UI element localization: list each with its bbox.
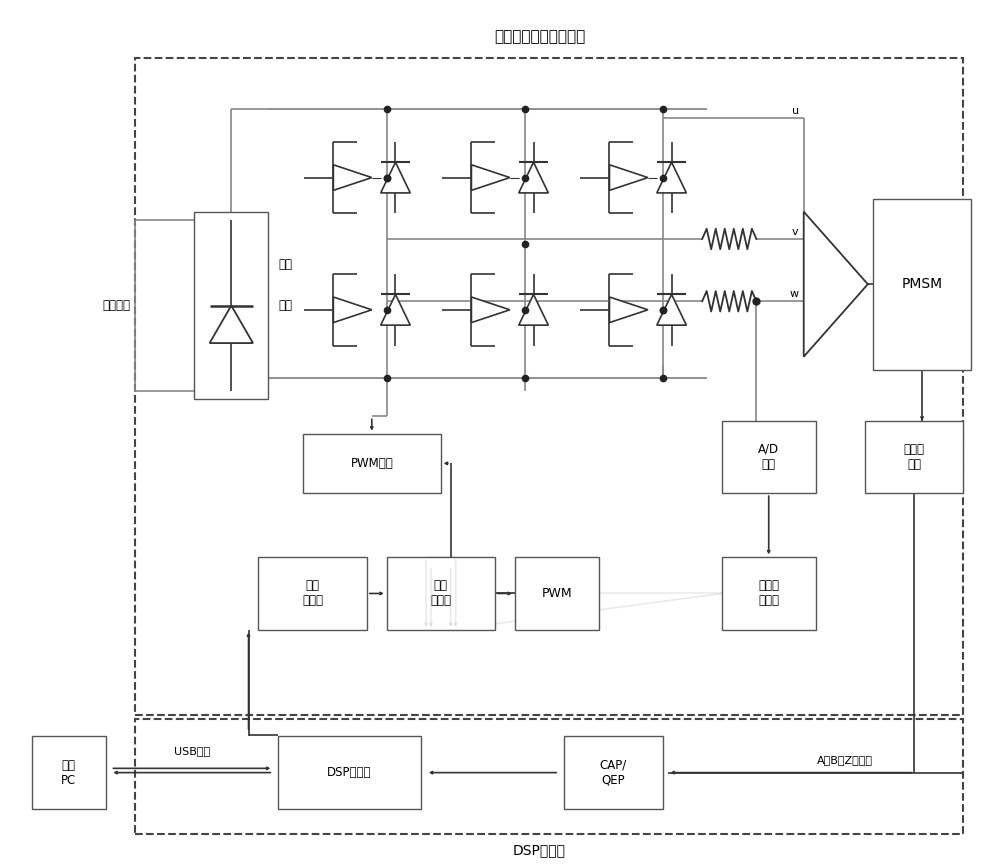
FancyBboxPatch shape <box>32 736 106 809</box>
Text: 电流
控制器: 电流 控制器 <box>430 579 451 608</box>
FancyBboxPatch shape <box>873 199 971 369</box>
Text: PMSM: PMSM <box>901 277 943 291</box>
Text: USB接口: USB接口 <box>174 746 210 756</box>
Text: u: u <box>792 106 799 116</box>
Text: 电路: 电路 <box>278 299 292 312</box>
Polygon shape <box>471 165 510 191</box>
Text: A、B、Z项信号: A、B、Z项信号 <box>817 755 873 765</box>
Polygon shape <box>381 295 410 325</box>
FancyBboxPatch shape <box>258 557 367 629</box>
FancyBboxPatch shape <box>515 557 599 629</box>
Polygon shape <box>804 212 868 356</box>
Text: 单项电源: 单项电源 <box>102 299 130 312</box>
Text: v: v <box>792 227 799 238</box>
FancyBboxPatch shape <box>278 736 421 809</box>
Polygon shape <box>657 162 686 193</box>
Polygon shape <box>519 295 548 325</box>
Text: w: w <box>790 290 799 299</box>
FancyBboxPatch shape <box>387 557 495 629</box>
Text: 上位
PC: 上位 PC <box>61 759 76 786</box>
Text: PWM: PWM <box>541 587 572 600</box>
Text: 整流: 整流 <box>278 257 292 271</box>
Text: A/D
变换: A/D 变换 <box>758 443 779 471</box>
FancyBboxPatch shape <box>303 434 441 493</box>
FancyBboxPatch shape <box>865 420 963 493</box>
Text: 光电编
码器: 光电编 码器 <box>904 443 925 471</box>
Text: DSP处理器: DSP处理器 <box>327 766 372 779</box>
FancyBboxPatch shape <box>722 420 816 493</box>
Text: DSP控制板: DSP控制板 <box>513 843 566 857</box>
Text: CAP/
QEP: CAP/ QEP <box>600 759 627 786</box>
Polygon shape <box>333 165 372 191</box>
Polygon shape <box>381 162 410 193</box>
Text: PWM驱动: PWM驱动 <box>350 457 393 470</box>
Polygon shape <box>609 165 648 191</box>
FancyBboxPatch shape <box>564 736 663 809</box>
Polygon shape <box>519 162 548 193</box>
Polygon shape <box>609 297 648 323</box>
Text: 电流信
号处理: 电流信 号处理 <box>758 579 779 608</box>
Polygon shape <box>657 295 686 325</box>
Text: 交流永磁同步电机驱动: 交流永磁同步电机驱动 <box>494 29 585 44</box>
Polygon shape <box>210 305 253 343</box>
Polygon shape <box>471 297 510 323</box>
FancyBboxPatch shape <box>722 557 816 629</box>
Polygon shape <box>333 297 372 323</box>
FancyBboxPatch shape <box>194 212 268 400</box>
Text: 速度
控制器: 速度 控制器 <box>302 579 323 608</box>
